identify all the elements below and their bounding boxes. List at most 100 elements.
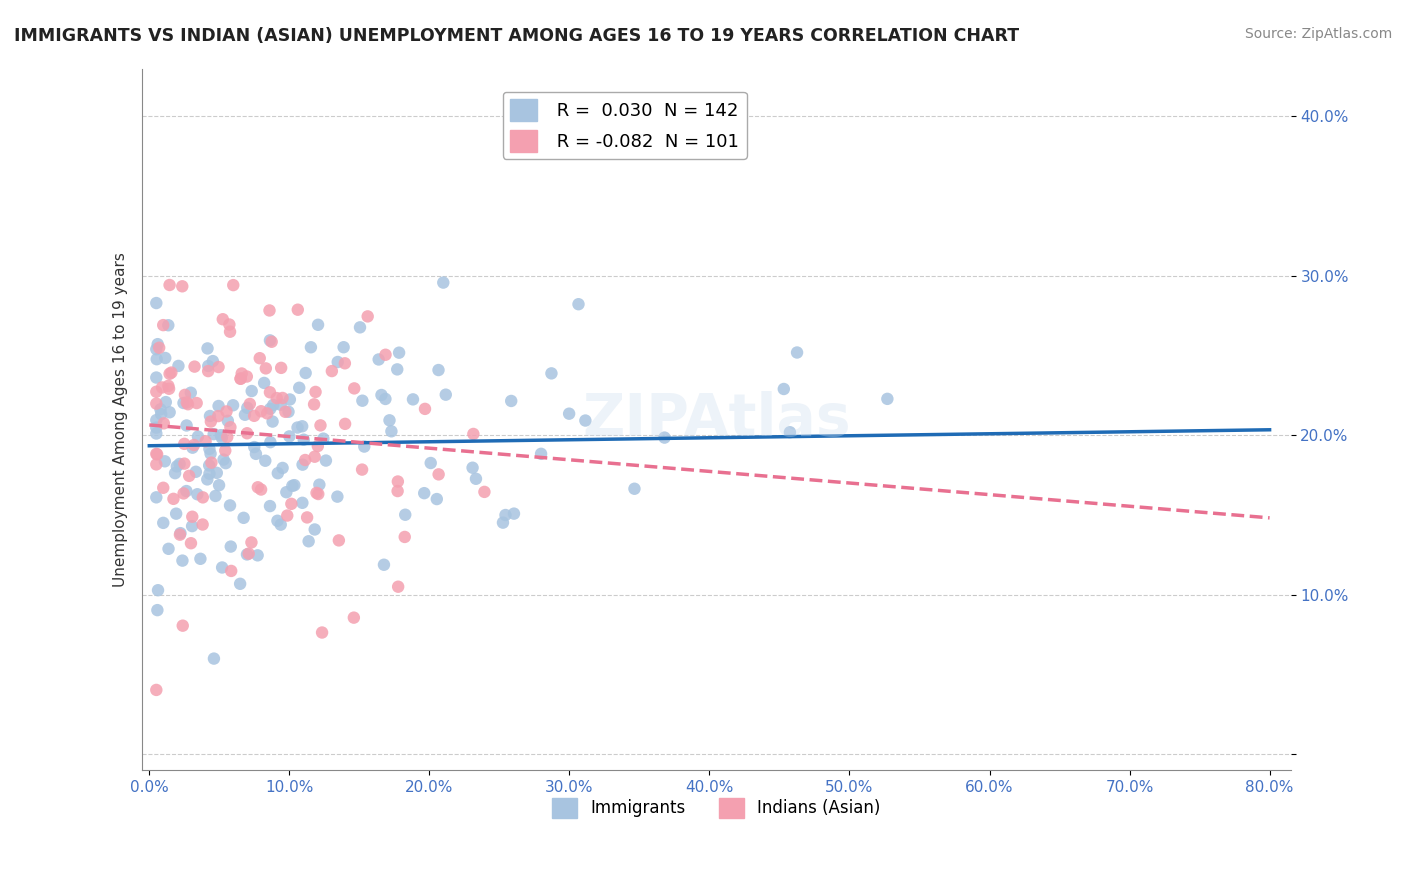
Point bbox=[145, 352, 167, 367]
Point bbox=[367, 352, 389, 367]
Point bbox=[157, 318, 180, 333]
Point bbox=[191, 517, 214, 532]
Point bbox=[328, 533, 350, 548]
Text: ZIPAtlas: ZIPAtlas bbox=[582, 391, 851, 448]
Point bbox=[326, 490, 349, 504]
Point bbox=[253, 376, 276, 390]
Point bbox=[343, 381, 366, 395]
Point bbox=[219, 499, 242, 513]
Point bbox=[209, 428, 232, 442]
Point bbox=[157, 541, 180, 556]
Point bbox=[352, 393, 374, 408]
Point bbox=[461, 460, 484, 475]
Point bbox=[266, 391, 288, 405]
Point bbox=[312, 432, 335, 446]
Point bbox=[145, 447, 167, 461]
Point bbox=[259, 334, 281, 348]
Point bbox=[169, 457, 191, 471]
Point bbox=[540, 367, 562, 381]
Point bbox=[321, 364, 343, 378]
Point bbox=[246, 480, 269, 494]
Point bbox=[236, 548, 259, 562]
Point bbox=[153, 454, 176, 468]
Point bbox=[165, 466, 187, 480]
Point bbox=[266, 514, 288, 528]
Point bbox=[567, 297, 589, 311]
Point bbox=[387, 484, 409, 499]
Point bbox=[145, 384, 167, 399]
Point bbox=[145, 682, 167, 697]
Point bbox=[374, 348, 396, 362]
Point bbox=[304, 450, 326, 464]
Point bbox=[222, 278, 245, 293]
Point bbox=[276, 508, 298, 523]
Point bbox=[172, 279, 194, 293]
Point bbox=[353, 440, 375, 454]
Point bbox=[374, 392, 396, 406]
Point bbox=[159, 277, 181, 292]
Point bbox=[394, 530, 416, 544]
Point bbox=[215, 404, 238, 418]
Point bbox=[169, 527, 191, 541]
Point bbox=[463, 426, 485, 441]
Point bbox=[245, 447, 267, 461]
Point bbox=[172, 618, 194, 632]
Point bbox=[211, 431, 233, 445]
Point bbox=[198, 458, 221, 473]
Point bbox=[218, 318, 240, 332]
Point bbox=[256, 406, 278, 420]
Point bbox=[238, 547, 260, 561]
Point bbox=[333, 417, 356, 431]
Point bbox=[160, 366, 183, 380]
Point bbox=[260, 334, 283, 349]
Point bbox=[278, 392, 301, 407]
Point bbox=[292, 433, 315, 447]
Point bbox=[145, 458, 167, 472]
Point bbox=[274, 405, 297, 419]
Point bbox=[378, 413, 401, 427]
Point bbox=[623, 482, 645, 496]
Point bbox=[145, 342, 167, 356]
Point bbox=[280, 497, 302, 511]
Point bbox=[876, 392, 898, 406]
Point bbox=[194, 434, 217, 449]
Point bbox=[152, 481, 174, 495]
Point bbox=[180, 536, 202, 550]
Point bbox=[152, 516, 174, 530]
Point bbox=[172, 553, 194, 567]
Point bbox=[217, 430, 239, 444]
Point bbox=[173, 437, 195, 451]
Point bbox=[211, 560, 233, 574]
Point bbox=[240, 384, 263, 398]
Point bbox=[181, 519, 204, 533]
Point bbox=[291, 496, 314, 510]
Point bbox=[208, 478, 231, 492]
Point bbox=[200, 415, 222, 429]
Point bbox=[229, 576, 252, 591]
Point bbox=[198, 409, 221, 423]
Point bbox=[200, 456, 222, 470]
Point bbox=[177, 397, 200, 411]
Point bbox=[307, 487, 329, 501]
Point bbox=[349, 320, 371, 334]
Point bbox=[387, 580, 409, 594]
Text: IMMIGRANTS VS INDIAN (ASIAN) UNEMPLOYMENT AMONG AGES 16 TO 19 YEARS CORRELATION : IMMIGRANTS VS INDIAN (ASIAN) UNEMPLOYMEN… bbox=[14, 27, 1019, 45]
Point bbox=[186, 487, 208, 501]
Point bbox=[176, 484, 198, 499]
Point bbox=[413, 486, 436, 500]
Point bbox=[155, 395, 177, 409]
Point bbox=[149, 402, 172, 417]
Point bbox=[305, 486, 328, 500]
Point bbox=[146, 447, 169, 461]
Point bbox=[233, 408, 256, 422]
Point bbox=[174, 388, 197, 402]
Point bbox=[288, 381, 311, 395]
Point bbox=[197, 364, 219, 378]
Point bbox=[165, 507, 187, 521]
Point bbox=[173, 486, 195, 500]
Point bbox=[413, 401, 436, 416]
Y-axis label: Unemployment Among Ages 16 to 19 years: Unemployment Among Ages 16 to 19 years bbox=[114, 252, 128, 587]
Point bbox=[432, 276, 454, 290]
Point bbox=[427, 467, 450, 482]
Point bbox=[474, 484, 496, 499]
